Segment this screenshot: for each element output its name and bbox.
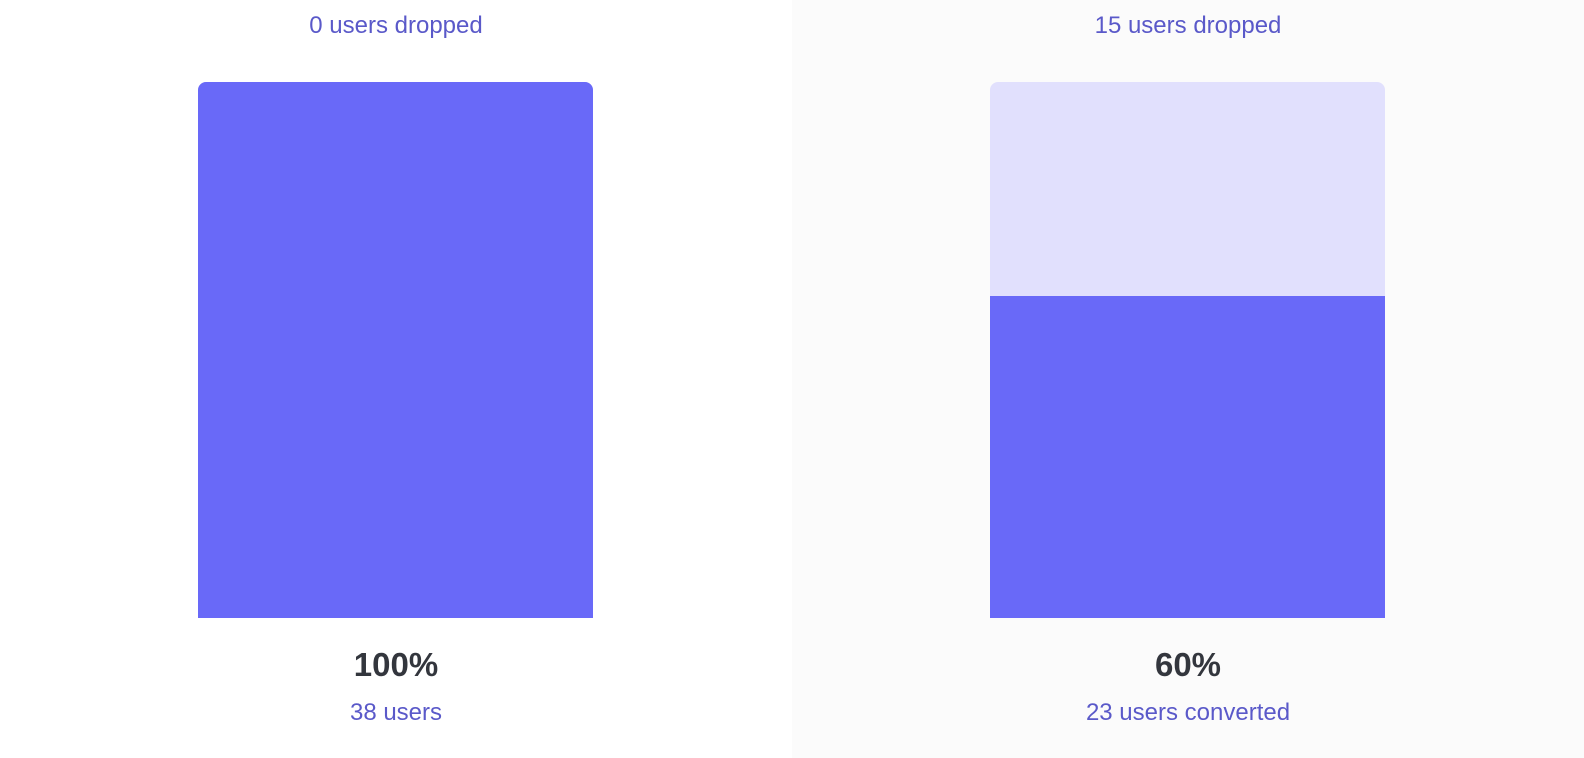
users-count-label: 23 users converted — [1085, 699, 1291, 726]
bar-converted-segment[interactable] — [198, 82, 593, 618]
dropped-users-label: 15 users dropped — [1094, 12, 1282, 39]
conversion-percent-label: 60% — [1154, 646, 1222, 683]
funnel-step-1[interactable]: 0 users dropped 100% 38 users — [0, 0, 792, 758]
users-count-label: 38 users — [349, 699, 443, 726]
dropped-users-label: 0 users dropped — [309, 12, 483, 39]
conversion-percent-label: 100% — [353, 646, 439, 683]
bar-dropped-segment[interactable] — [990, 82, 1385, 618]
funnel-step-2[interactable]: 15 users dropped 60% 23 users converted — [792, 0, 1584, 758]
bar-converted-segment[interactable] — [990, 296, 1385, 618]
bar-dropped-segment[interactable] — [198, 82, 593, 618]
